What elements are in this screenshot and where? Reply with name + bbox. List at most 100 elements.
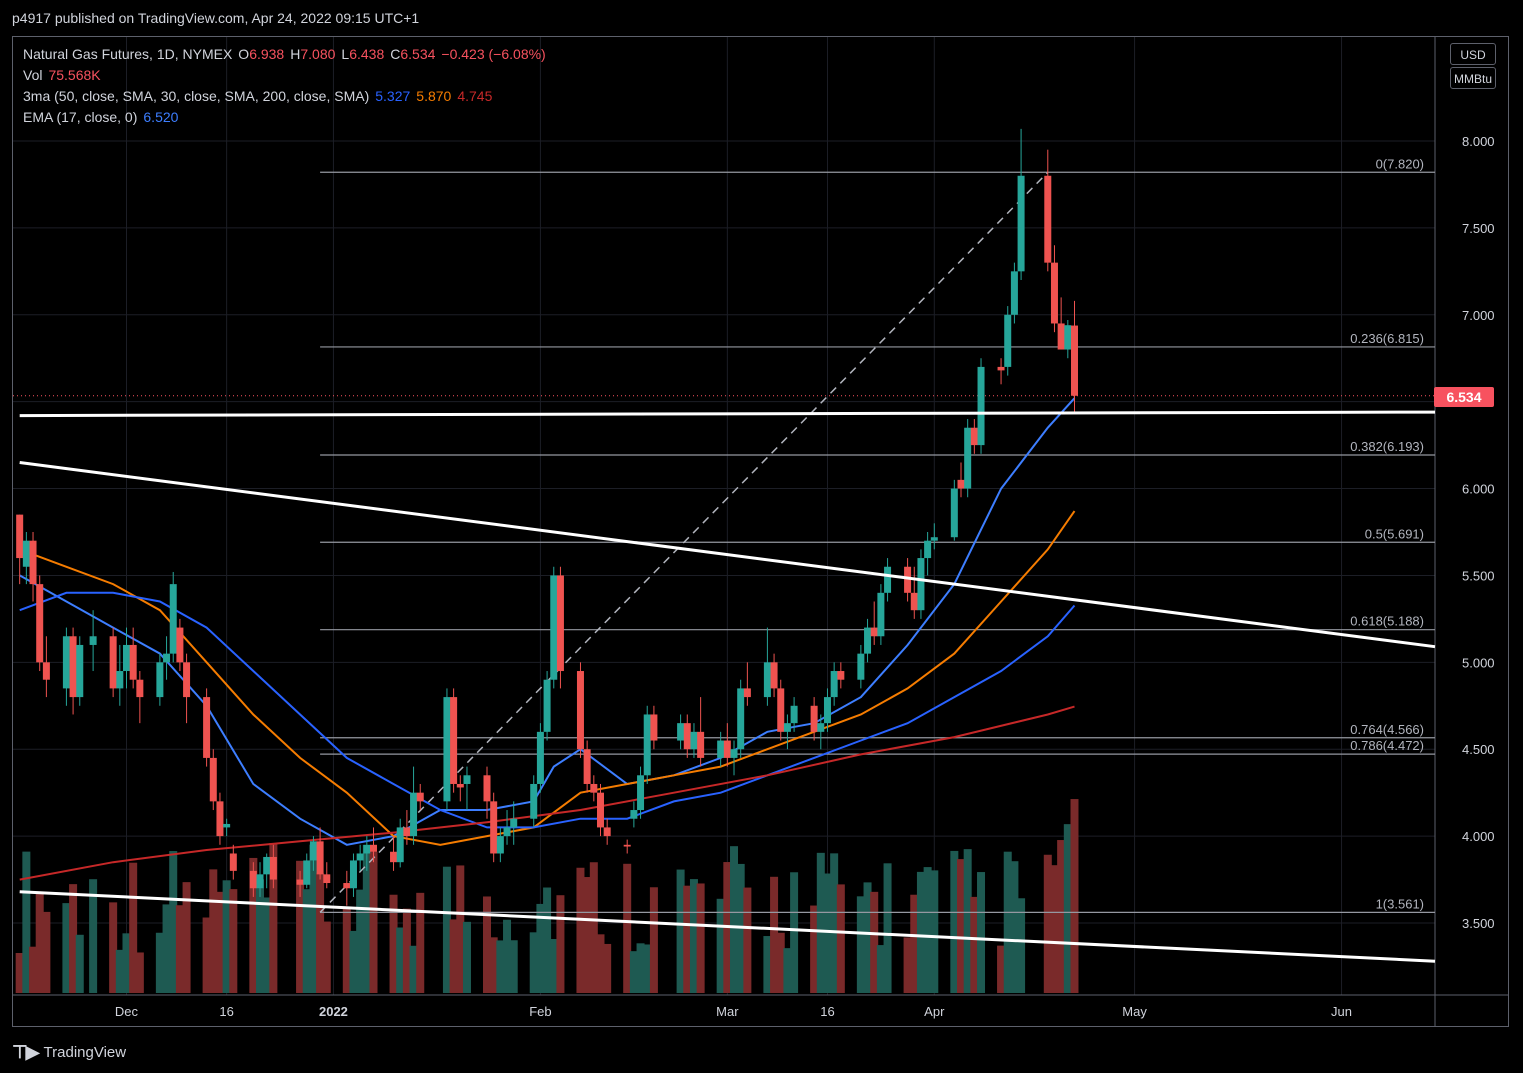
candle-body [356,853,364,861]
candle-body [316,841,324,875]
candle-body [637,775,645,811]
chart-frame [12,36,1509,1027]
candle-body [770,662,778,689]
volume-bar [1050,865,1059,993]
candle-body [410,792,418,837]
candle-body [116,671,124,689]
volume-bar [963,849,972,993]
candle-body [910,592,918,611]
x-tick-label: Dec [115,1004,139,1019]
volume-bar [302,889,311,993]
volume-bar [910,894,919,993]
legend-close: 6.534 [400,46,436,62]
candle-body [904,566,912,593]
volume-bar [903,937,912,993]
volume-bar [269,843,278,993]
volume-bar [316,873,325,993]
volume-bar [89,879,98,993]
volume-bar [396,927,405,993]
volume-bar [349,930,358,993]
ma-line [19,591,1076,829]
volume-bar [676,869,685,993]
volume-bar [175,905,184,993]
candle-body [496,836,504,854]
unit-button[interactable]: MMBtu [1450,67,1496,89]
volume-bar [629,951,638,993]
candle-body [970,427,978,446]
candle-body [122,644,130,672]
candle-body [42,662,50,680]
candle-body [1004,314,1012,367]
legend-ma-label[interactable]: 3ma (50, close, SMA, 30, close, SMA, 200… [23,88,370,104]
ma-line [19,397,1076,846]
currency-button[interactable]: USD [1450,43,1496,65]
candle-body [256,874,264,889]
volume-bar [362,845,371,993]
fib-anchor-line [319,171,1049,913]
candle-body [864,627,872,654]
volume-bar [496,940,505,993]
volume-bar [296,860,305,993]
fib-level-label: 0.382(6.193) [1350,439,1424,454]
legend-ema-label[interactable]: EMA (17, close, 0) [23,109,138,125]
candle-body [29,540,37,585]
volume-bar [649,887,658,993]
candle-body [249,870,257,889]
candle-body [730,749,738,758]
candle-body [823,697,831,724]
brand-name: TradingView [43,1044,127,1061]
volume-bar [1057,840,1066,993]
y-tick-label: 7.500 [1462,221,1495,236]
candle-body [390,851,398,863]
volume-bar [876,945,885,993]
volume-bar [356,889,365,993]
volume-bar [202,917,211,993]
candle-body [403,827,411,837]
last-price-tag: 6.534 [1434,387,1494,407]
volume-bar [589,862,598,993]
candle-body [203,697,211,758]
candle-body [456,783,464,788]
legend-symbol-row: Natural Gas Futures, 1D, NYMEX O6.938 H7.0… [23,46,546,62]
candle-body [309,841,317,861]
volume-bar [823,873,832,993]
legend-vol-label[interactable]: Vol [23,67,43,83]
candle-body [717,740,725,758]
volume-bar [309,844,318,993]
candle-body [630,810,638,819]
tradingview-brand[interactable]: ⊤▶ TradingView [12,1042,126,1063]
volume-bar [816,852,825,993]
candle-body [156,662,164,698]
candle-body [783,723,791,732]
publisher-line: p4917 published on TradingView.com, Apr … [12,10,420,26]
volume-bar [22,851,31,993]
trendline [19,410,1436,418]
x-tick-label: May [1122,1004,1147,1019]
volume-bar [957,859,965,993]
candle-body [924,540,932,559]
volume-bar [576,867,585,993]
volume-bar [135,952,144,993]
volume-bar [442,866,451,993]
candle-body [1044,175,1052,263]
y-tick-label: 7.000 [1462,308,1495,323]
volume-bar [830,853,839,993]
candle-body [763,662,771,698]
candle-body [490,801,498,854]
candle-body [416,792,424,802]
legend-symbol[interactable]: Natural Gas Futures, 1D, NYMEX [23,46,233,62]
volume-bar [776,932,785,993]
fib-level-label: 0.618(5.188) [1350,614,1424,629]
volume-bar [997,945,1006,993]
volume-bar [256,879,265,993]
candle-body [136,679,144,698]
volume-bar [856,896,865,993]
candle-body [550,575,558,680]
chart-legend: Natural Gas Futures, 1D, NYMEX O6.938 H7.0… [23,44,552,128]
volume-bar [209,869,218,993]
candle-body [363,844,371,854]
candle-body [777,688,785,732]
fib-level-label: 0.786(4.472) [1350,738,1424,753]
volume-bar [456,865,465,993]
